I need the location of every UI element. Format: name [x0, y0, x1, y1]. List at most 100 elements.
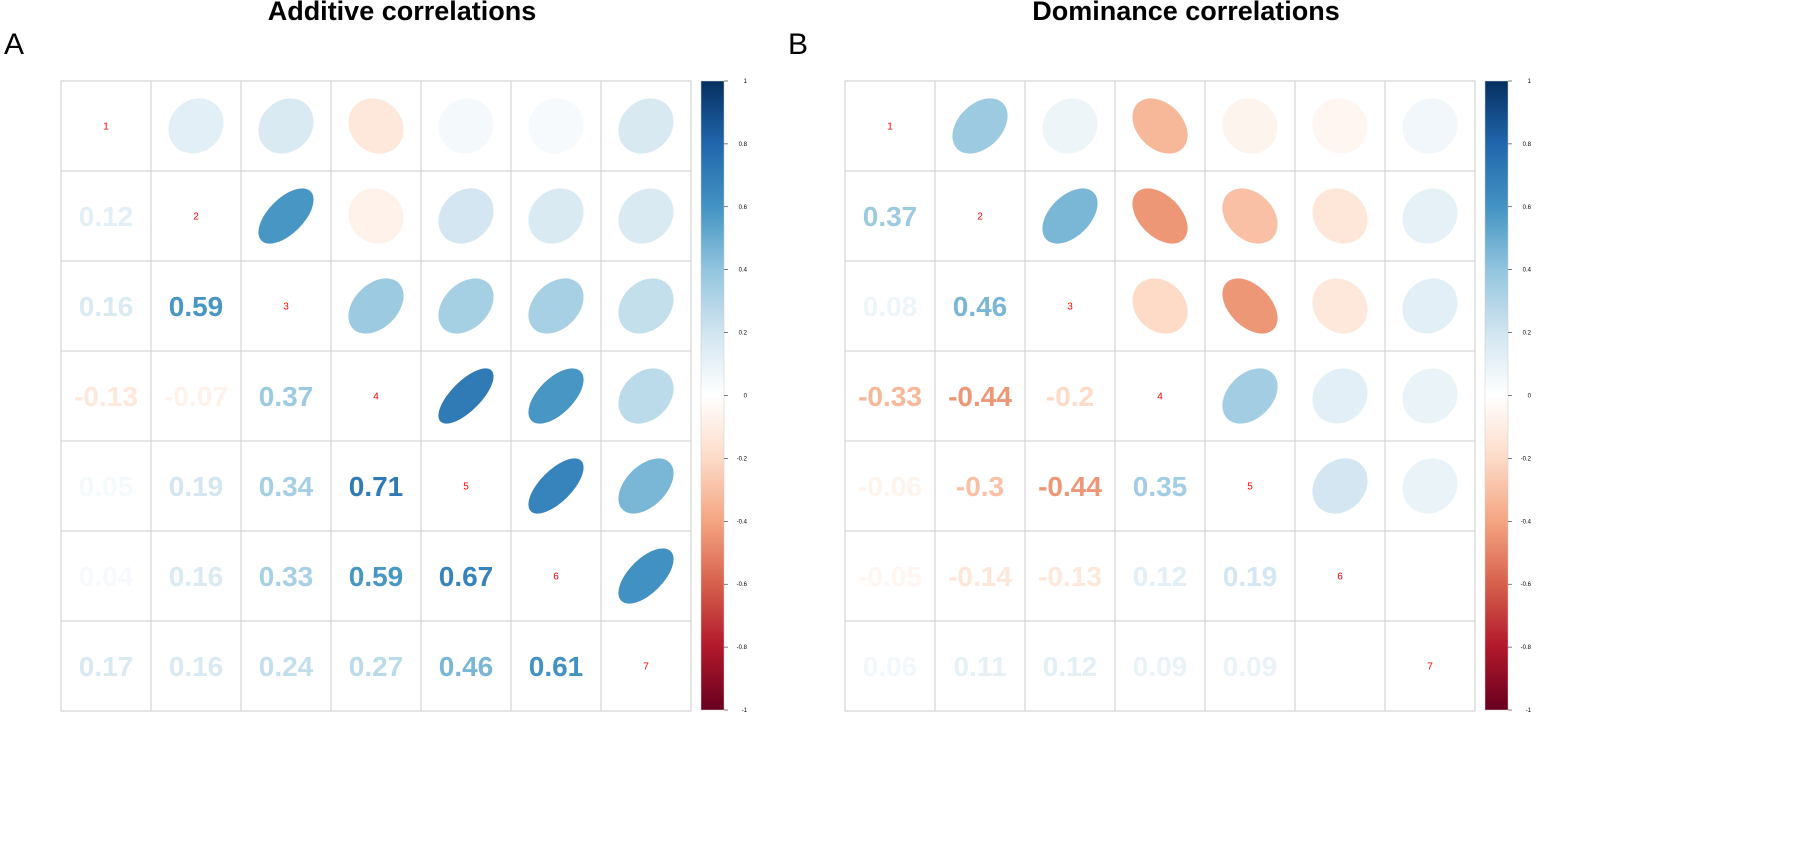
grid-cell [150, 260, 242, 352]
colorbar-gradient [1484, 80, 1509, 711]
grid-cell [1024, 530, 1116, 622]
grid-cell [844, 440, 936, 532]
colorbar-tick-label: 0.4 [739, 268, 748, 274]
colorbar-tick-label: 0 [1528, 394, 1532, 400]
correlation-ellipse [1402, 98, 1458, 154]
correlation-ellipse [1042, 188, 1098, 244]
correlation-value: 0.08 [863, 291, 918, 322]
grid-cell [934, 620, 1026, 712]
grid-cell [1294, 530, 1386, 622]
variable-label: 4 [373, 392, 379, 403]
correlation-value: -0.2 [1046, 381, 1094, 412]
grid-cell [240, 260, 332, 352]
correlation-value: -0.44 [1038, 471, 1102, 502]
correlation-ellipse [1132, 188, 1188, 244]
variable-label: 2 [977, 212, 983, 223]
grid-cell [60, 350, 152, 442]
correlation-grid [844, 80, 1476, 712]
grid-cell [1024, 260, 1116, 352]
variable-label: 5 [463, 482, 469, 493]
correlation-value: 0.46 [439, 651, 494, 682]
correlation-value: -0.14 [948, 561, 1012, 592]
colorbar-tick-label: -0.8 [737, 645, 748, 651]
correlation-ellipse [438, 368, 494, 424]
correlation-ellipse [438, 278, 494, 334]
colorbar-tick-label: -1 [742, 708, 748, 714]
grid-cell [240, 440, 332, 532]
correlation-value: 0.59 [169, 291, 224, 322]
colorbar-tick-label: -0.4 [737, 519, 748, 525]
correlation-ellipse [1042, 98, 1098, 154]
correlation-value: -0.13 [74, 381, 138, 412]
variable-label: 3 [1067, 302, 1073, 313]
correlation-ellipse [1402, 188, 1458, 244]
grid-cell [934, 170, 1026, 262]
grid-cell [1114, 530, 1206, 622]
correlation-ellipse [1312, 458, 1368, 514]
grid-cell [844, 80, 936, 172]
grid-cell [1024, 350, 1116, 442]
colorbar-tick-label: -1 [1526, 708, 1532, 714]
correlation-ellipse [618, 548, 674, 604]
correlation-ellipse [528, 98, 584, 154]
grid-cell [1114, 620, 1206, 712]
grid-cell [1384, 620, 1476, 712]
correlation-value: 0.34 [259, 471, 314, 502]
grid-cell [330, 530, 422, 622]
grid-cell [934, 440, 1026, 532]
correlation-value: 0.16 [169, 651, 224, 682]
correlation-value: 0.09 [1133, 651, 1188, 682]
grid-cell [330, 350, 422, 442]
grid-cell [60, 260, 152, 352]
grid-cell [600, 620, 692, 712]
correlation-ellipse [618, 458, 674, 514]
correlation-ellipse [1132, 98, 1188, 154]
grid-cell [1204, 530, 1296, 622]
colorbar-tick-label: 0.4 [1523, 268, 1532, 274]
correlation-value: 0.33 [259, 561, 314, 592]
correlation-ellipse [528, 368, 584, 424]
correlation-value: 0.16 [169, 561, 224, 592]
correlation-value: 0.37 [863, 201, 918, 232]
correlation-value: 0.05 [79, 471, 134, 502]
grid-cell [150, 530, 242, 622]
correlation-ellipse [438, 98, 494, 154]
correlation-ellipse [1222, 368, 1278, 424]
variable-label: 4 [1157, 392, 1163, 403]
correlation-ellipse [348, 278, 404, 334]
grid-cell [240, 530, 332, 622]
correlation-ellipse [1222, 188, 1278, 244]
correlation-value: 0.67 [439, 561, 494, 592]
correlation-value: -0.05 [858, 561, 922, 592]
correlation-ellipse [1402, 548, 1458, 604]
correlation-value: 0.24 [259, 651, 314, 682]
variable-label: 6 [553, 572, 559, 583]
correlation-value: -0.3 [956, 471, 1004, 502]
correlation-value: 0.27 [349, 651, 404, 682]
variable-label: 1 [887, 122, 893, 133]
grid-cell [1114, 440, 1206, 532]
colorbar-tick-label: 0.8 [739, 142, 748, 148]
correlation-ellipse [1402, 458, 1458, 514]
colorbar-tick-label: -0.2 [1521, 456, 1532, 462]
grid-cell [844, 260, 936, 352]
correlation-ellipse [1222, 98, 1278, 154]
colorbar-gradient [700, 80, 725, 711]
colorbar-tick-label: -0.4 [1521, 519, 1532, 525]
grid-cell [934, 260, 1026, 352]
grid-cell [60, 440, 152, 532]
correlation-ellipse [168, 98, 224, 154]
variable-label: 7 [1427, 662, 1433, 673]
correlation-ellipse [348, 98, 404, 154]
grid-cell [1024, 440, 1116, 532]
grid-cell [330, 620, 422, 712]
correlation-ellipse [1312, 368, 1368, 424]
correlation-value: 0.59 [349, 561, 404, 592]
grid-cell [844, 620, 936, 712]
colorbar-tick-label: 0.6 [739, 205, 748, 211]
colorbar-tick-label: 0.2 [739, 331, 748, 337]
colorbar-tick-label: 1 [1528, 79, 1532, 85]
grid-cell [60, 170, 152, 262]
